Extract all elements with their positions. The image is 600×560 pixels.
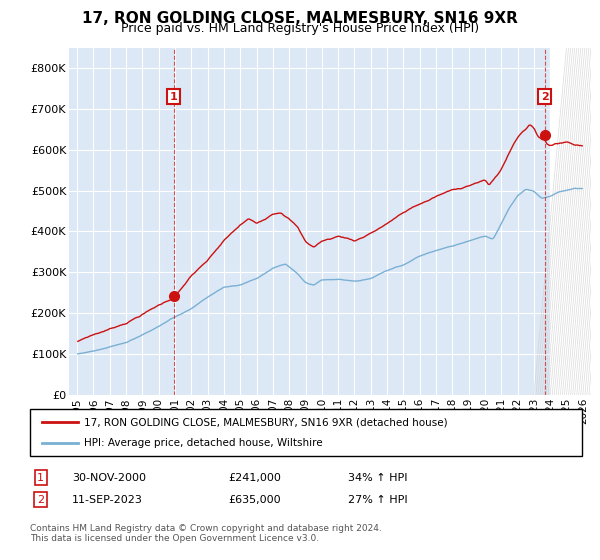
Text: 1: 1: [37, 473, 44, 483]
Text: 17, RON GOLDING CLOSE, MALMESBURY, SN16 9XR (detached house): 17, RON GOLDING CLOSE, MALMESBURY, SN16 …: [84, 417, 448, 427]
Text: HPI: Average price, detached house, Wiltshire: HPI: Average price, detached house, Wilt…: [84, 438, 323, 448]
Text: 2: 2: [541, 92, 548, 101]
Text: £635,000: £635,000: [228, 494, 281, 505]
Text: 17, RON GOLDING CLOSE, MALMESBURY, SN16 9XR: 17, RON GOLDING CLOSE, MALMESBURY, SN16 …: [82, 11, 518, 26]
Text: 11-SEP-2023: 11-SEP-2023: [72, 494, 143, 505]
Text: 30-NOV-2000: 30-NOV-2000: [72, 473, 146, 483]
Text: 2: 2: [37, 494, 44, 505]
Text: Price paid vs. HM Land Registry's House Price Index (HPI): Price paid vs. HM Land Registry's House …: [121, 22, 479, 35]
Bar: [550, 48, 591, 395]
Text: 34% ↑ HPI: 34% ↑ HPI: [348, 473, 407, 483]
Bar: [550, 48, 591, 395]
Text: Contains HM Land Registry data © Crown copyright and database right 2024.
This d: Contains HM Land Registry data © Crown c…: [30, 524, 382, 543]
Text: 27% ↑ HPI: 27% ↑ HPI: [348, 494, 407, 505]
Text: 1: 1: [170, 92, 178, 101]
Text: £241,000: £241,000: [228, 473, 281, 483]
